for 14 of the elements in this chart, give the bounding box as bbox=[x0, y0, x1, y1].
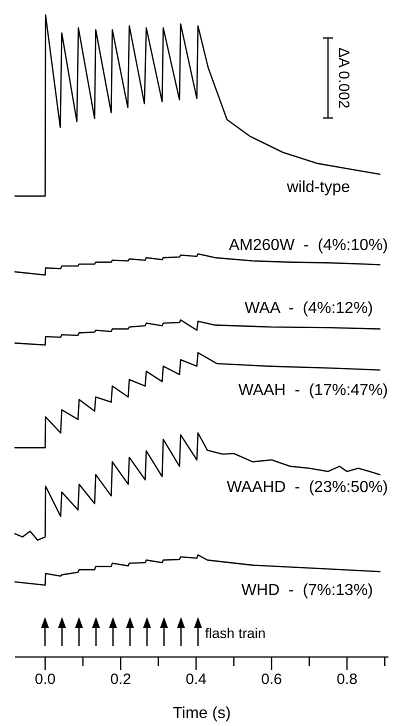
x-axis-title: Time (s) bbox=[172, 705, 231, 722]
x-tick-label: 0.2 bbox=[110, 671, 132, 688]
annotation: ΔA 0.002 bbox=[335, 48, 352, 108]
series-label: AM260W - (4%:10%) bbox=[228, 237, 388, 254]
series-label: WAAHD - (23%:50%) bbox=[226, 479, 388, 496]
x-tick-label: 0.6 bbox=[261, 671, 282, 688]
x-tick-label: 0.4 bbox=[186, 671, 207, 688]
annotation: flash train bbox=[205, 625, 266, 641]
series-label: WAA - (4%:12%) bbox=[244, 300, 373, 317]
x-tick-label: 0.0 bbox=[34, 671, 56, 688]
series-label: WAAH - (17%:47%) bbox=[238, 382, 388, 399]
x-tick-label: 0.8 bbox=[336, 671, 358, 688]
series-label: wild-type bbox=[286, 179, 350, 196]
series-label: WHD - (7%:13%) bbox=[241, 582, 373, 599]
